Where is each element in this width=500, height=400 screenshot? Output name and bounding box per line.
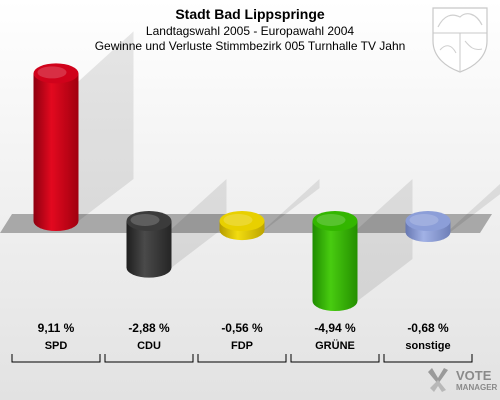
bar-top [405,211,451,231]
bar-grüne [312,211,358,312]
nrw-coat-of-arms-icon [432,7,488,73]
bar-top [33,63,79,84]
category-bracket [104,354,194,363]
category-bracket [290,354,380,363]
category-label: FDP [231,340,253,352]
bar-spd [33,63,79,231]
value-label: -4,94 % [314,321,356,335]
category-bracket [197,354,287,363]
bar-top [126,211,172,231]
category-label: SPD [45,340,68,352]
category-bracket [11,354,101,363]
category-label: GRÜNE [315,339,355,352]
chart-title: Stadt Bad Lippspringe [175,6,325,22]
bar-shadow [357,179,413,302]
bar-cdu [126,211,172,278]
bar-top [219,211,265,231]
bar-fdp [219,211,265,241]
bar-body [33,73,79,231]
bar-top-highlight [130,214,160,226]
vote-manager-logo-icon: VOTE MANAGER [428,368,498,392]
bar-top [312,211,358,231]
bar-shadow [264,179,320,231]
value-label: -0,56 % [221,321,263,335]
bar-top-highlight [409,214,439,226]
bars-group [33,31,500,312]
vote-manager-brand-line2: MANAGER [456,383,498,392]
bar-top-highlight [37,66,67,79]
value-label: -2,88 % [128,321,170,335]
category-label: sonstige [405,340,450,352]
bar-shadow [78,31,134,221]
bar-body [312,221,358,312]
bar-shadow [171,179,227,268]
chart-description: Gewinne und Verluste Stimmbezirk 005 Tur… [95,39,406,53]
bar-shadow [450,184,500,233]
vote-manager-brand-line1: VOTE [456,368,492,383]
bar-sonstige [405,211,451,243]
category-label: CDU [137,340,161,352]
value-label: -0,68 % [407,321,449,335]
bar-body [126,221,172,278]
category-bracket [383,354,473,363]
bar-top-highlight [316,214,346,226]
bar-top-highlight [223,214,253,226]
labels-group: 9,11 % SPD -2,88 % CDU -0,56 % FDP -4,94 % GRÜN… [11,321,473,363]
value-label: 9,11 % [38,321,75,335]
chart-subtitle: Landtagswahl 2005 - Europawahl 2004 [146,24,354,38]
